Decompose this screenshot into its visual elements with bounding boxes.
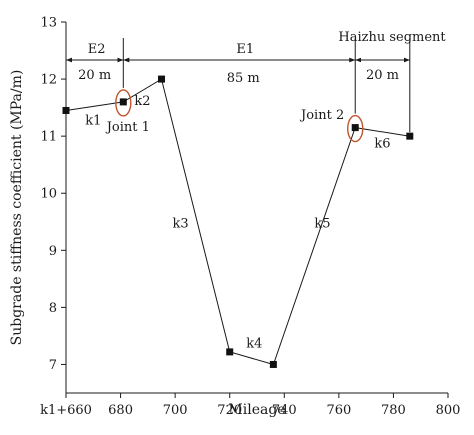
joint-labels: Joint 1 Joint 2 <box>105 108 345 135</box>
data-point <box>351 124 359 132</box>
joint-ring <box>115 89 132 117</box>
data-point <box>226 348 234 356</box>
haizhu-segment-label: Haizhu segment <box>338 30 446 45</box>
x-tick-label: 780 <box>381 403 406 418</box>
joint-2-label: Joint 2 <box>299 108 344 123</box>
segment-label: k6 <box>374 137 390 152</box>
data-point <box>62 106 70 114</box>
data-point <box>158 75 165 83</box>
y-tick-label: 9 <box>49 244 57 259</box>
data-point <box>269 360 277 368</box>
segment-label: k5 <box>314 216 330 231</box>
y-tick-label: 13 <box>40 16 57 31</box>
segment-label: k4 <box>246 336 262 351</box>
series-layer <box>62 75 414 368</box>
dimension-label-haizhu: 20 m <box>366 68 399 83</box>
y-tick-label: 12 <box>40 73 57 88</box>
y-tick-label: 7 <box>49 358 57 373</box>
joint-ring <box>347 114 364 143</box>
segment-label: k1 <box>85 114 101 129</box>
data-point <box>406 132 414 140</box>
x-tick-label: 680 <box>108 403 133 418</box>
y-tick-label: 8 <box>49 301 57 316</box>
x-tick-label: 760 <box>326 403 351 418</box>
x-axis-title: Mileage <box>228 402 285 418</box>
x-tick-label: 700 <box>163 403 188 418</box>
dimension-label-e2: 20 m <box>78 68 111 83</box>
x-tick-label: 740 <box>272 403 297 418</box>
joint-rings <box>115 89 364 143</box>
y-tick-label: 11 <box>40 130 57 145</box>
segment-labels: k1 k2 k3 k4 k5 k6 <box>85 94 390 352</box>
segment-label: k2 <box>134 94 150 109</box>
region-label-e1: E1 <box>236 42 254 57</box>
axes: 7 8 9 10 11 12 13 k1+660 680 700 720 740 760 780 800 <box>40 16 460 419</box>
y-tick-label: 10 <box>40 187 57 202</box>
x-tick-label: 800 <box>436 403 461 418</box>
data-point <box>119 98 127 106</box>
joint-1-label: Joint 1 <box>105 120 150 135</box>
x-tick-label: k1+660 <box>40 403 92 418</box>
region-label-e2: E2 <box>88 42 106 57</box>
y-axis-title: Subgrade stiffness coefficient (MPa/m) <box>9 70 25 346</box>
x-tick-label: 720 <box>217 403 242 418</box>
segment-label: k3 <box>173 216 189 231</box>
annotation-layer: E2 20 m E1 85 m 20 m Haizhu segment <box>65 30 446 133</box>
dimension-label-e1: 85 m <box>227 71 260 86</box>
